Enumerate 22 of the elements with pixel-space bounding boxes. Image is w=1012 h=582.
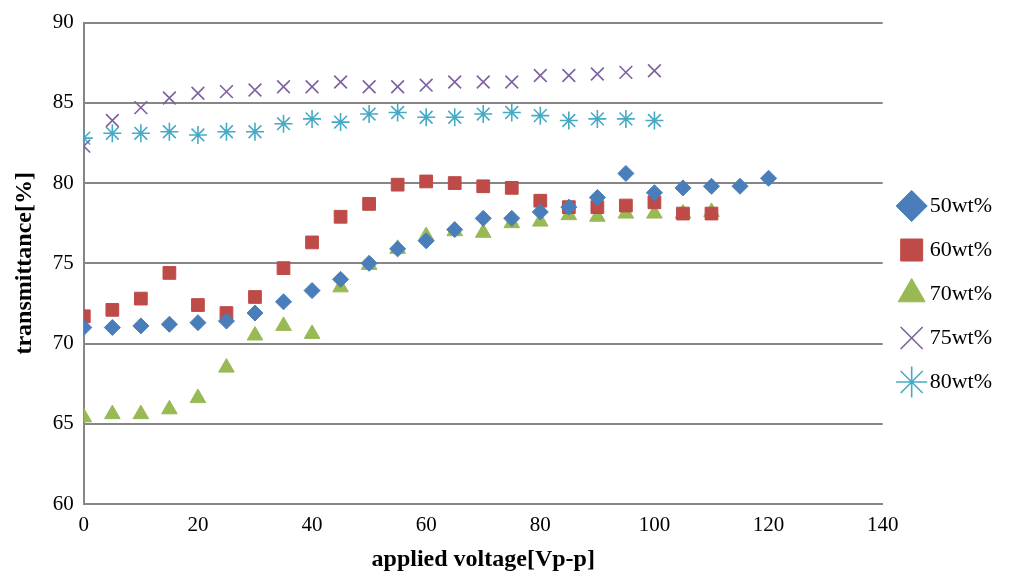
x-tick-label: 120 [752, 512, 785, 537]
x-axis-title: applied voltage[Vp-p] [371, 544, 595, 571]
x-tick-label: 80 [529, 512, 551, 537]
y-tick-label: 70 [52, 330, 74, 355]
x-tick-label: 60 [415, 512, 437, 537]
y-tick-label: 60 [52, 490, 74, 515]
legend-label: 70wt% [929, 279, 992, 305]
x-tick-label: 40 [301, 512, 323, 537]
x-tick-label: 20 [187, 512, 209, 537]
y-tick-label: 90 [52, 9, 74, 34]
x-tick-label: 0 [78, 512, 90, 537]
legend-label: 50wt% [929, 191, 992, 217]
y-tick-label: 65 [52, 410, 74, 435]
y-tick-label: 80 [52, 169, 74, 194]
legend-label: 80wt% [929, 367, 992, 393]
y-tick-label: 75 [52, 249, 74, 274]
x-tick-label: 140 [866, 512, 899, 537]
y-axis-title: transmittance[%] [9, 171, 36, 355]
legend-label: 75wt% [929, 323, 992, 349]
y-tick-label: 85 [52, 89, 74, 114]
x-tick-label: 100 [638, 512, 671, 537]
legend-label: 60wt% [929, 235, 992, 261]
